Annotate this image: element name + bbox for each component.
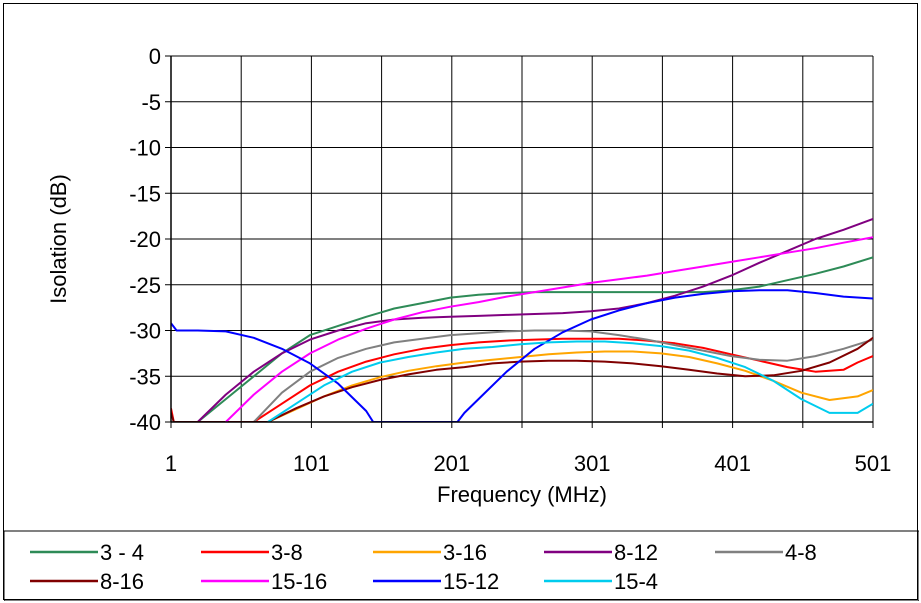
series-lines [171,217,873,422]
legend: 3 - 4 3-8 3-16 8-12 4-8 8-16 15-16 15-12 15-4 [4,530,919,601]
series-line-15-4 [267,340,873,422]
series-line-15-12 [171,289,873,422]
legend-label: 3 - 4 [100,540,144,565]
series-line-3-8 [171,337,873,422]
axes [165,55,874,428]
y-tick-label: -5 [141,90,161,115]
x-tick-label: 201 [433,451,470,476]
series-line-3-16 [267,350,873,422]
legend-label: 15-12 [443,569,499,594]
x-tick-label: 301 [574,451,611,476]
series-line-4-8 [253,329,873,422]
isolation-chart: 0 -5 -10 -15 -20 -25 -30 -35 -401 101 201 301 401 501… [4,44,919,601]
tick-labels: 0 -5 -10 -15 -20 -25 -30 -35 -401 101 201 301 401 501 [129,44,891,476]
y-tick-label: -25 [129,273,161,298]
y-tick-label: -15 [129,181,161,206]
legend-label: 3-8 [271,540,303,565]
legend-label: 3-16 [443,540,487,565]
chart-frame: 0 -5 -10 -15 -20 -25 -30 -35 -40 1 101 201 301 401 501… [3,3,919,601]
y-tick-label: -30 [129,319,161,344]
y-tick-label: -40 [129,410,161,435]
x-tick-label: 501 [855,451,892,476]
legend-label: 15-16 [271,569,327,594]
x-tick-label: 1 [165,451,177,476]
grid [171,55,874,422]
legend-label: 4-8 [785,540,817,565]
legend-label: 8-12 [614,540,658,565]
x-tick-label: 101 [293,451,330,476]
series-line-8-16 [171,336,873,422]
legend-label: 15-4 [614,569,658,594]
series-line-15-16 [225,236,873,422]
y-tick-label: 0 [149,44,161,69]
legend-label: 8-16 [100,569,144,594]
y-axis-label: Isolation (dB) [46,174,71,304]
y-tick-label: -10 [129,136,161,161]
legend-box [4,530,919,601]
x-axis-label: Frequency (MHz) [437,482,607,507]
y-tick-label: -20 [129,227,161,252]
x-tick-label: 401 [714,451,751,476]
y-tick-label: -35 [129,364,161,389]
